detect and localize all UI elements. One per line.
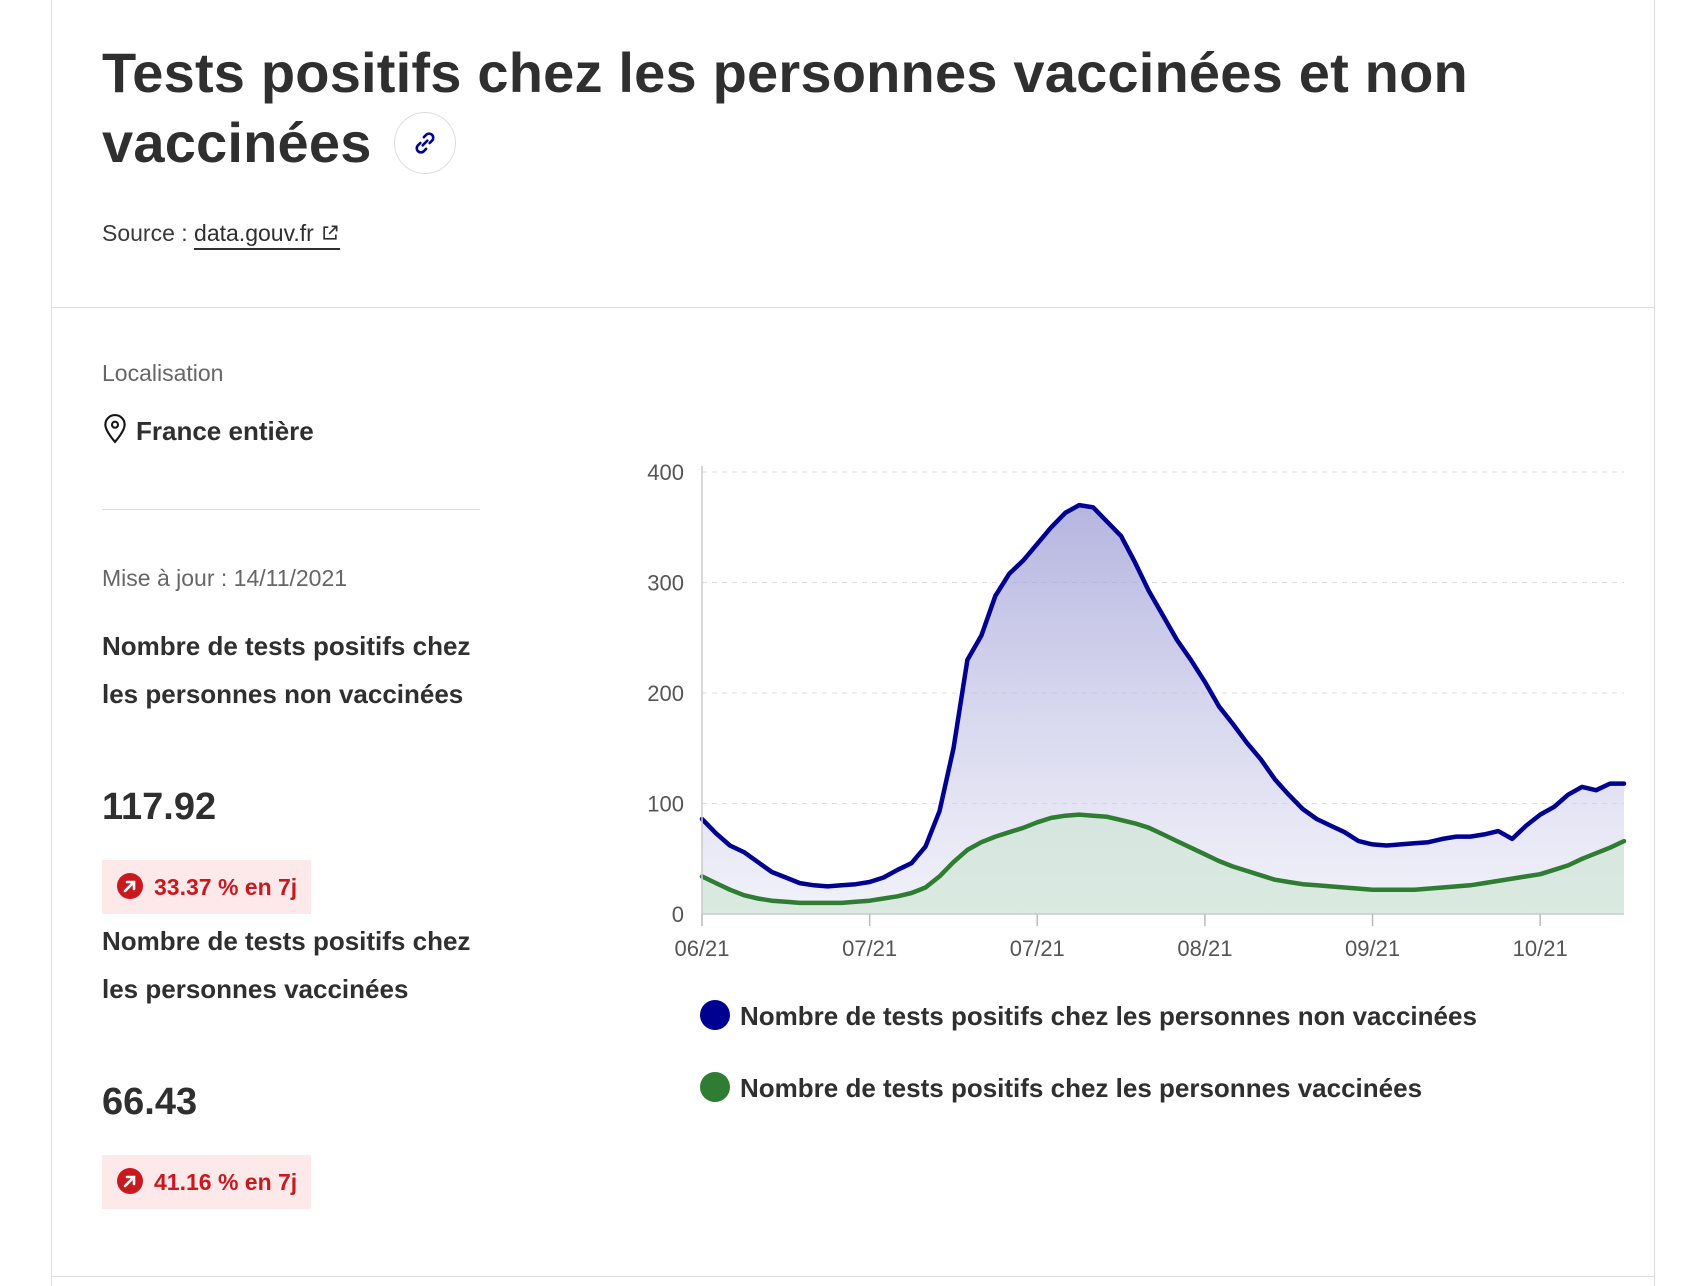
indicator-panel: Localisation France entière Mise à jour … xyxy=(102,360,482,1209)
series-area-0 xyxy=(702,505,1624,914)
x-tick-label: 08/21 xyxy=(1177,936,1232,961)
map-pin-icon xyxy=(104,414,126,444)
legend-dot-vaccinated xyxy=(700,1072,730,1102)
x-tick-label: 07/21 xyxy=(842,936,897,961)
x-tick-label: 07/21 xyxy=(1010,936,1065,961)
line-chart: 0 100 200 300 400 06/21 07/21 07/21 08/21 09/21 10… xyxy=(647,460,1627,961)
source-link[interactable]: data.gouv.fr xyxy=(194,220,340,250)
page-title: Tests positifs chez les personnes vaccin… xyxy=(102,41,1468,175)
legend-item-unvaccinated[interactable]: Nombre de tests positifs chez les person… xyxy=(700,1000,1477,1032)
link-icon xyxy=(415,132,435,154)
indicator-label-vaccinated: Nombre de tests positifs chez les person… xyxy=(102,926,471,1004)
card-header: Tests positifs chez les personnes vaccin… xyxy=(52,0,1654,308)
indicator-label-unvaccinated: Nombre de tests positifs chez les person… xyxy=(102,631,471,709)
series-line-0[interactable] xyxy=(699,502,1627,889)
card-bottom-divider xyxy=(52,1276,1654,1277)
indicator-value-unvaccinated: 117.92 xyxy=(102,786,217,828)
trend-up-icon xyxy=(117,873,143,899)
legend-dot-unvaccinated xyxy=(700,1000,730,1030)
y-tick-label: 400 xyxy=(647,460,684,485)
x-tick-label: 06/21 xyxy=(674,936,729,961)
series-line-1[interactable] xyxy=(699,812,1627,906)
y-tick-label: 300 xyxy=(647,571,684,596)
copy-link-button[interactable] xyxy=(393,112,456,175)
indicator-value-vaccinated: 66.43 xyxy=(102,1081,198,1123)
location-label: Localisation xyxy=(102,360,224,386)
change-badge-vaccinated: 41.16 % en 7j xyxy=(102,1155,312,1209)
update-date: Mise à jour : 14/11/2021 xyxy=(102,565,348,591)
legend-item-vaccinated[interactable]: Nombre de tests positifs chez les person… xyxy=(700,1072,1422,1104)
indicator-card: Tests positifs chez les personnes vaccin… xyxy=(51,0,1655,1286)
external-link-icon xyxy=(323,225,338,240)
y-tick-label: 200 xyxy=(647,681,684,706)
x-tick-label: 09/21 xyxy=(1345,936,1400,961)
change-badge-unvaccinated: 33.37 % en 7j xyxy=(102,860,312,914)
divider xyxy=(102,509,480,510)
x-tick-label: 10/21 xyxy=(1513,936,1568,961)
source-label: Source : xyxy=(102,220,188,246)
trend-up-icon xyxy=(117,1168,143,1194)
y-tick-label: 0 xyxy=(672,902,684,927)
source-line: Source : data.gouv.fr xyxy=(102,220,340,250)
y-tick-label: 100 xyxy=(647,792,684,817)
series-area-1 xyxy=(702,814,1624,914)
location-value[interactable]: France entière xyxy=(102,414,314,447)
